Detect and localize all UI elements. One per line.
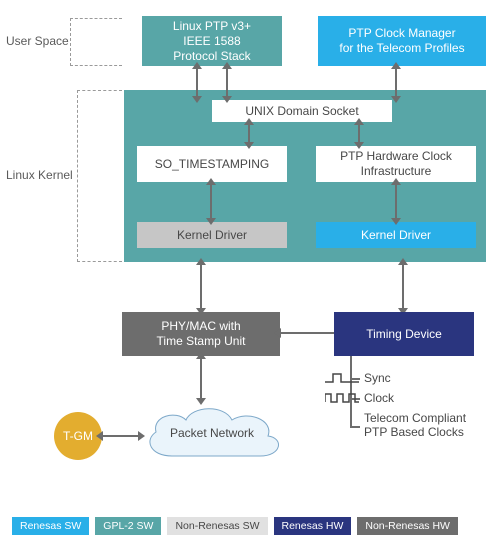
user-space-bracket	[70, 18, 122, 66]
legend-non-renesas-sw: Non-Renesas SW	[167, 517, 267, 535]
telecom-clocks-label: Telecom Compliant PTP Based Clocks	[364, 411, 466, 440]
user-space-label: User Space	[6, 34, 69, 48]
clock-wave-icon	[325, 391, 359, 405]
legend-gpl2-sw: GPL-2 SW	[95, 517, 161, 535]
packet-network-cloud: Packet Network	[132, 400, 292, 472]
clock-label: Clock	[364, 391, 394, 405]
kernel-driver-right: Kernel Driver	[316, 222, 476, 248]
ptp-clock-manager-box: PTP Clock Manager for the Telecom Profil…	[318, 16, 486, 66]
ptp-hw-clock-box: PTP Hardware Clock Infrastructure	[316, 146, 476, 182]
linux-kernel-label: Linux Kernel	[6, 168, 73, 182]
sync-wave-icon	[325, 371, 359, 385]
t-gm-node: T-GM	[54, 412, 102, 460]
legend: Renesas SW GPL-2 SW Non-Renesas SW Renes…	[12, 517, 488, 535]
so-timestamping-box: SO_TIMESTAMPING	[137, 146, 287, 182]
linux-kernel-bracket	[77, 90, 122, 262]
sync-label: Sync	[364, 371, 391, 385]
legend-renesas-hw: Renesas HW	[274, 517, 352, 535]
legend-renesas-sw: Renesas SW	[12, 517, 89, 535]
phy-mac-box: PHY/MAC with Time Stamp Unit	[122, 312, 280, 356]
diagram-canvas: User Space Linux PTP v3+ IEEE 1588 Proto…	[12, 12, 488, 507]
legend-non-renesas-hw: Non-Renesas HW	[357, 517, 458, 535]
timing-device-box: Timing Device	[334, 312, 474, 356]
unix-domain-socket-box: UNIX Domain Socket	[212, 100, 392, 122]
packet-network-label: Packet Network	[132, 426, 292, 440]
linux-ptp-box: Linux PTP v3+ IEEE 1588 Protocol Stack	[142, 16, 282, 66]
kernel-driver-left: Kernel Driver	[137, 222, 287, 248]
